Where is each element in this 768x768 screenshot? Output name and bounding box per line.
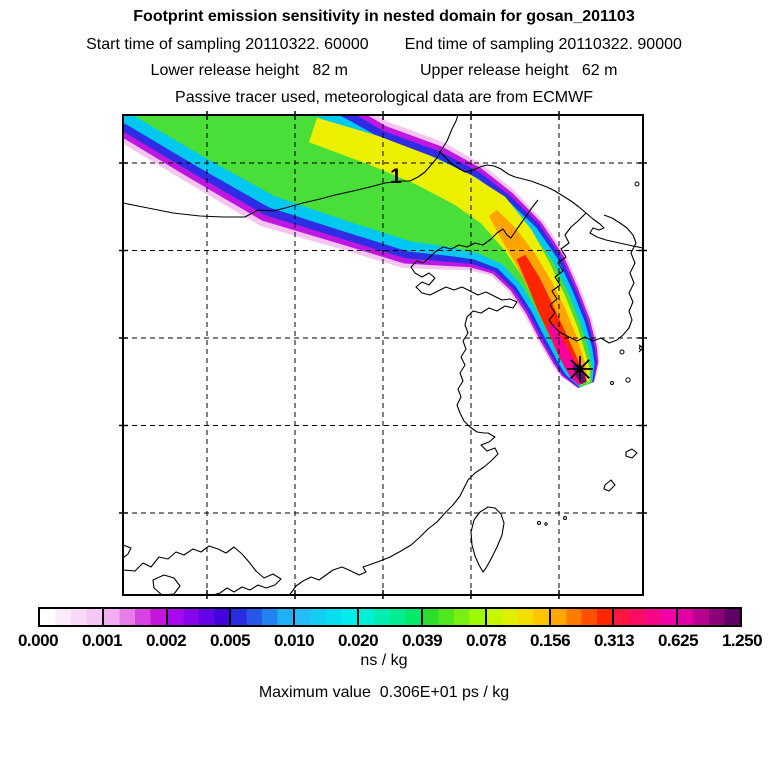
colorbar-segment <box>614 609 677 625</box>
start-time-text: Start time of sampling 20110322. 60000 <box>86 36 369 53</box>
colorbar <box>38 607 742 627</box>
upper-release-text: Upper release height 62 m <box>420 62 618 79</box>
colorbar-segment <box>678 609 740 625</box>
colorbar-segment <box>231 609 294 625</box>
plume-region-label: 1 <box>390 165 402 188</box>
colorbar-tick-label: 0.078 <box>465 631 507 650</box>
border-ticks <box>119 111 647 599</box>
plot-title: Footprint emission sensitivity in nested… <box>133 8 635 25</box>
sensitivity-plume <box>123 115 600 389</box>
end-time-text: End time of sampling 20110322. 90000 <box>404 36 682 53</box>
colorbar-tick-labels: 0.000 0.001 0.002 0.005 0.010 0.020 0.039 0.078… <box>0 631 768 650</box>
sampling-time-row: Start time of sampling 20110322. 60000 E… <box>0 36 768 54</box>
colorbar-segment <box>103 609 166 625</box>
colorbar-tick-label: 0.000 <box>17 631 59 650</box>
map-panel: 1 <box>119 111 647 599</box>
colorbar-tick-label: 0.625 <box>657 631 699 650</box>
colorbar-tick-label: 0.313 <box>593 631 635 650</box>
colorbar-unit-label: ns / kg <box>360 652 408 669</box>
max-value-text: Maximum value 0.306E+01 ps / kg <box>258 684 510 701</box>
colorbar-segment <box>550 609 613 625</box>
colorbar-segment <box>422 609 485 625</box>
colorbar-segment <box>486 609 549 625</box>
coastlines <box>122 114 644 596</box>
colorbar-tick-label: 0.010 <box>273 631 315 650</box>
colorbar-tick-label: 1.250 <box>721 631 763 650</box>
graticule <box>123 115 643 595</box>
colorbar-tick-label: 0.002 <box>145 631 187 650</box>
colorbar-segment <box>40 609 102 625</box>
colorbar-segment <box>167 609 230 625</box>
colorbar-segment <box>295 609 358 625</box>
release-height-row: Lower release height 82 m Upper release … <box>0 62 768 80</box>
receptor-star <box>567 356 593 382</box>
colorbar-tick-label: 0.156 <box>529 631 571 650</box>
lower-release-text: Lower release height 82 m <box>150 62 348 79</box>
footprint-map-canvas: 1 <box>119 111 647 599</box>
colorbar-tick-label: 0.039 <box>401 631 443 650</box>
tracer-meteo-text: Passive tracer used, meteorological data… <box>175 89 593 106</box>
colorbar-tick-label: 0.005 <box>209 631 251 650</box>
colorbar-tick-label: 0.020 <box>337 631 379 650</box>
colorbar-segment <box>359 609 421 625</box>
colorbar-tick-label: 0.001 <box>81 631 123 650</box>
